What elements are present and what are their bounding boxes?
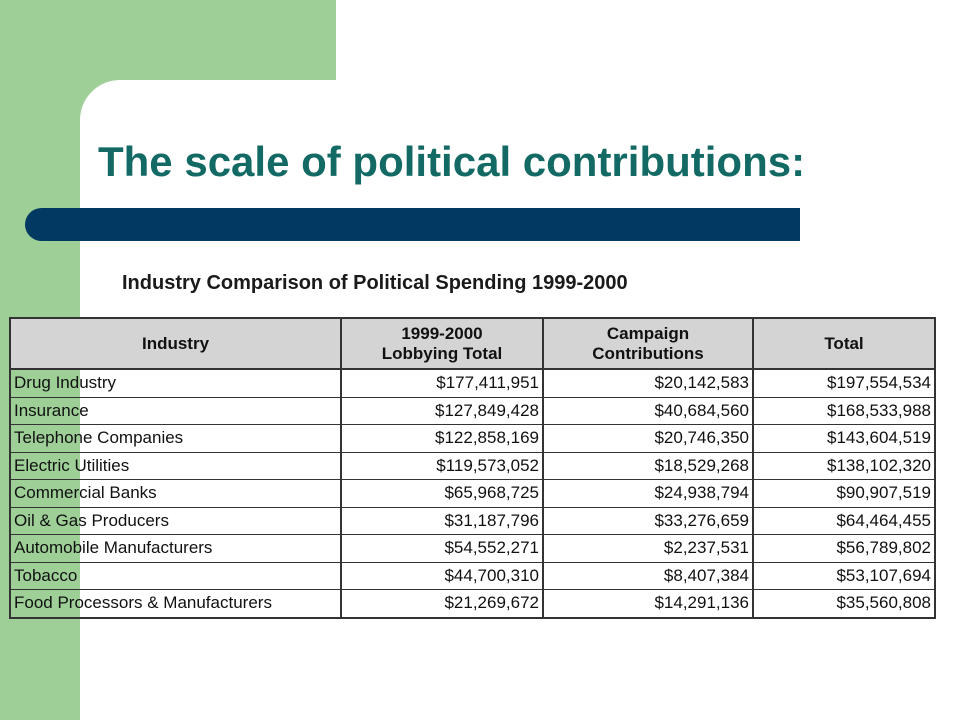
table-row: Insurance $127,849,428 $40,684,560 $168,…	[9, 397, 936, 425]
spending-table: Industry 1999-2000 Lobbying Total Campai…	[9, 317, 936, 619]
header-contributions-line2: Contributions	[592, 343, 704, 363]
cell-contributions: $18,529,268	[542, 452, 754, 480]
cell-contributions: $40,684,560	[542, 397, 754, 425]
cell-industry: Drug Industry	[9, 369, 342, 398]
header-contributions-line1: Campaign	[606, 323, 690, 343]
cell-lobbying: $127,849,428	[340, 397, 544, 425]
cell-industry: Tobacco	[9, 562, 342, 590]
cell-total: $143,604,519	[752, 424, 936, 453]
cell-industry: Telephone Companies	[9, 424, 342, 453]
cell-lobbying: $177,411,951	[340, 369, 544, 398]
cell-industry: Automobile Manufacturers	[9, 534, 342, 563]
cell-industry: Commercial Banks	[9, 479, 342, 508]
cell-total: $197,554,534	[752, 369, 936, 398]
cell-total: $35,560,808	[752, 589, 936, 618]
table-row: Tobacco $44,700,310 $8,407,384 $53,107,6…	[9, 562, 936, 590]
header-lobbying-line2: Lobbying Total	[381, 343, 503, 363]
cell-total: $138,102,320	[752, 452, 936, 480]
cell-total: $56,789,802	[752, 534, 936, 563]
slide-title: The scale of political contributions:	[98, 138, 806, 185]
cell-industry: Food Processors & Manufacturers	[9, 589, 342, 618]
cell-lobbying: $122,858,169	[340, 424, 544, 453]
cell-contributions: $2,237,531	[542, 534, 754, 563]
header-total: Total	[752, 317, 936, 370]
cell-contributions: $20,746,350	[542, 424, 754, 453]
header-lobbying-line1: 1999-2000	[401, 323, 483, 343]
table-row: Automobile Manufacturers $54,552,271 $2,…	[9, 534, 936, 563]
cell-industry: Insurance	[9, 397, 342, 425]
title-underline-bar	[25, 208, 800, 241]
table-caption: Industry Comparison of Political Spendin…	[122, 272, 628, 294]
table-row: Telephone Companies $122,858,169 $20,746…	[9, 424, 936, 453]
cell-contributions: $8,407,384	[542, 562, 754, 590]
cell-contributions: $33,276,659	[542, 507, 754, 535]
table-row: Commercial Banks $65,968,725 $24,938,794…	[9, 479, 936, 508]
cell-industry: Electric Utilities	[9, 452, 342, 480]
header-industry-label: Industry	[141, 333, 210, 353]
cell-industry: Oil & Gas Producers	[9, 507, 342, 535]
table-row: Electric Utilities $119,573,052 $18,529,…	[9, 452, 936, 480]
cell-total: $90,907,519	[752, 479, 936, 508]
header-lobbying: 1999-2000 Lobbying Total	[340, 317, 544, 370]
table-row: Food Processors & Manufacturers $21,269,…	[9, 589, 936, 618]
cell-total: $64,464,455	[752, 507, 936, 535]
cell-lobbying: $21,269,672	[340, 589, 544, 618]
header-industry: Industry	[9, 317, 342, 370]
cell-total: $53,107,694	[752, 562, 936, 590]
cell-contributions: $24,938,794	[542, 479, 754, 508]
cell-total: $168,533,988	[752, 397, 936, 425]
table-header-row: Industry 1999-2000 Lobbying Total Campai…	[9, 317, 936, 370]
table-row: Drug Industry $177,411,951 $20,142,583 $…	[9, 369, 936, 398]
cell-lobbying: $54,552,271	[340, 534, 544, 563]
cell-lobbying: $119,573,052	[340, 452, 544, 480]
cell-lobbying: $44,700,310	[340, 562, 544, 590]
cell-contributions: $14,291,136	[542, 589, 754, 618]
header-contributions: Campaign Contributions	[542, 317, 754, 370]
header-total-label: Total	[824, 333, 864, 353]
table-row: Oil & Gas Producers $31,187,796 $33,276,…	[9, 507, 936, 535]
cell-lobbying: $65,968,725	[340, 479, 544, 508]
cell-contributions: $20,142,583	[542, 369, 754, 398]
cell-lobbying: $31,187,796	[340, 507, 544, 535]
